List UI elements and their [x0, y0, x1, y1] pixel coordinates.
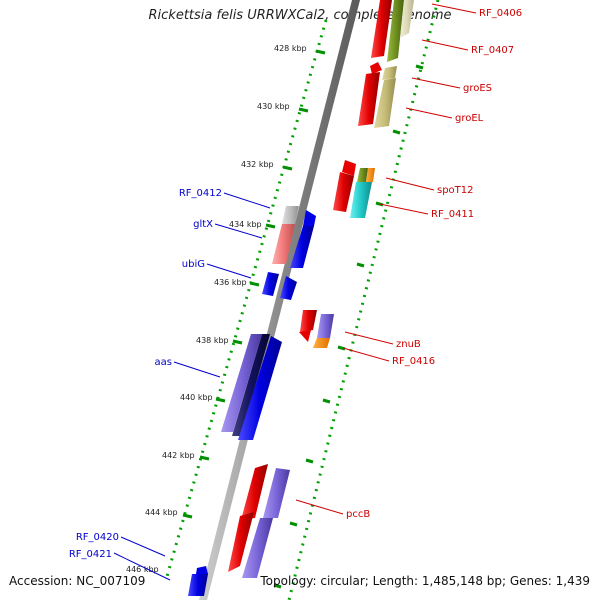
- gene-arrow: [262, 272, 279, 296]
- gene-label-pccb: pccB: [346, 509, 370, 520]
- gene-arrow: [357, 168, 368, 182]
- gene-arrow: [188, 574, 208, 596]
- gene-arrow: [300, 310, 317, 332]
- gene-label-rf0412: RF_0412: [179, 188, 222, 199]
- forward-genes: [228, 0, 414, 578]
- gene-label-rf0420: RF_0420: [76, 532, 119, 543]
- gene-arrow: [366, 168, 375, 182]
- gene-label-rf0407: RF_0407: [471, 45, 514, 56]
- tick-label: 428 kbp: [274, 44, 307, 53]
- gene-label-znub: znuB: [396, 339, 421, 350]
- tick-label: 436 kbp: [214, 278, 247, 287]
- outer-tick-dashes: [182, 49, 326, 519]
- right-label-lines: [295, 3, 477, 515]
- gene-label-groes: groES: [463, 83, 492, 94]
- gene-label-spot12: spoT12: [437, 185, 474, 196]
- outer-dotted-track: [164, 19, 328, 581]
- gene-arrow: [317, 314, 334, 338]
- gene-arrow: [333, 172, 354, 212]
- kbp-labels: 428 kbp 430 kbp 432 kbp 434 kbp 436 kbp …: [126, 44, 307, 574]
- gene-arrow: [299, 330, 311, 342]
- gene-arrow: [400, 0, 414, 38]
- genome-backbone: [199, 0, 360, 600]
- gene-arrow: [290, 226, 314, 268]
- gene-arrow: [358, 72, 380, 126]
- gene-label-groel: groEL: [455, 113, 484, 124]
- gene-arrow: [221, 334, 262, 432]
- genome-summary-text: Topology: circular; Length: 1,485,148 bp…: [260, 574, 590, 588]
- gene-arrow: [282, 206, 299, 224]
- right-labels: RF_0406 RF_0407 groES groEL spoT12 RF_04…: [346, 8, 522, 520]
- gene-arrow: [374, 78, 396, 128]
- gene-arrow: [272, 224, 295, 264]
- gene-arrow: [370, 62, 382, 74]
- gene-label-rf0421: RF_0421: [69, 549, 112, 560]
- gene-arrow: [382, 66, 397, 80]
- tick-label: 446 kbp: [126, 565, 159, 574]
- gene-arrow: [371, 0, 392, 58]
- gene-arrow: [280, 276, 297, 300]
- tick-label: 430 kbp: [257, 102, 290, 111]
- gene-label-gltx: gltX: [193, 219, 213, 230]
- gene-label-rf0416: RF_0416: [392, 356, 435, 367]
- reverse-genes: [188, 206, 316, 596]
- accession-text: Accession: NC_007109: [9, 574, 146, 588]
- tick-label: 432 kbp: [241, 160, 274, 169]
- gene-label-ubig: ubiG: [182, 259, 205, 270]
- tick-label: 440 kbp: [180, 393, 213, 402]
- tick-label: 434 kbp: [229, 220, 262, 229]
- tick-label: 438 kbp: [196, 336, 229, 345]
- gene-arrow: [241, 464, 268, 520]
- gene-arrow: [263, 468, 290, 518]
- gene-label-rf0406: RF_0406: [479, 8, 522, 19]
- map-title: Rickettsia felis URRWXCal2, complete gen…: [148, 8, 452, 23]
- gene-arrow: [228, 512, 254, 572]
- tick-label: 444 kbp: [145, 508, 178, 517]
- left-label-lines: [113, 192, 271, 581]
- gene-arrow: [196, 566, 208, 574]
- gene-label-aas: aas: [155, 357, 172, 368]
- gene-arrow: [242, 518, 273, 578]
- gene-arrow: [342, 160, 356, 176]
- gene-arrow: [313, 338, 330, 348]
- gene-arrow: [387, 0, 404, 62]
- gene-arrow: [232, 334, 270, 436]
- gene-arrow: [238, 336, 282, 440]
- left-labels: RF_0412 gltX ubiG aas RF_0420 RF_0421: [69, 188, 222, 560]
- gene-label-rf0411: RF_0411: [431, 209, 474, 220]
- gene-arrow: [303, 210, 316, 226]
- tick-label: 442 kbp: [162, 451, 195, 460]
- gene-arrow: [350, 182, 372, 218]
